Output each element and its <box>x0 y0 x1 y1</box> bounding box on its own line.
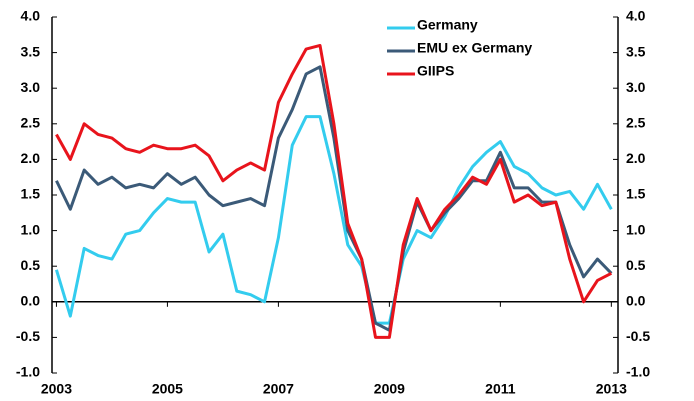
y2-tick-label: 1.5 <box>626 186 646 202</box>
y-tick-label: 3.5 <box>21 43 41 59</box>
y-tick-label: 3.0 <box>21 79 41 95</box>
y-tick-label: -0.5 <box>16 328 40 344</box>
y-tick-label: 2.0 <box>21 150 41 166</box>
y-tick-label: 2.5 <box>21 115 41 131</box>
x-tick-label: 2013 <box>596 381 627 397</box>
y-tick-label: 1.5 <box>21 186 41 202</box>
y2-tick-label: 4.0 <box>626 8 646 24</box>
y2-tick-label: 2.5 <box>626 115 646 131</box>
y2-tick-label: -1.0 <box>626 364 650 380</box>
line-series <box>55 43 613 339</box>
y2-tick-label: 2.0 <box>626 150 646 166</box>
x-tick-label: 2009 <box>374 381 405 397</box>
legend-label: GIIPS <box>417 63 454 79</box>
y-tick-label: 0.5 <box>21 257 41 273</box>
y2-tick-label: -0.5 <box>626 328 650 344</box>
y2-tick-label: 0.0 <box>626 293 646 309</box>
y2-tick-label: 3.5 <box>626 43 646 59</box>
x-tick-label: 2011 <box>485 381 516 397</box>
line-series <box>55 65 613 332</box>
line-series <box>55 115 613 325</box>
legend-label: EMU ex Germany <box>417 40 532 56</box>
x-tick-label: 2005 <box>152 381 183 397</box>
y-tick-label: 0.0 <box>21 293 41 309</box>
y-tick-label: 1.0 <box>21 221 41 237</box>
y-tick-label: -1.0 <box>16 364 40 380</box>
y2-tick-label: 1.0 <box>626 221 646 237</box>
y-tick-label: 4.0 <box>21 8 41 24</box>
y2-tick-label: 0.5 <box>626 257 646 273</box>
legend-label: Germany <box>417 17 478 33</box>
x-tick-label: 2007 <box>263 381 294 397</box>
y2-tick-label: 3.0 <box>626 79 646 95</box>
x-tick-label: 2003 <box>41 381 72 397</box>
